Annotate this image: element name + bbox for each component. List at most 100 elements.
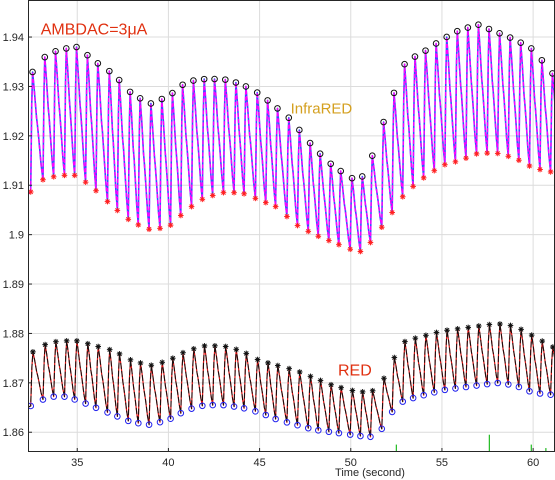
infrared-filtered-line xyxy=(28,24,555,253)
red-trough-marker xyxy=(430,389,438,396)
red-peak-marker xyxy=(528,332,535,338)
red-trough-marker xyxy=(82,400,89,407)
infrared-peak-marker xyxy=(253,89,261,96)
red-trough-marker xyxy=(124,417,132,425)
infrared-trough-marker xyxy=(410,183,416,190)
axis-ticks: 35 40 45 50 55 60 1.86 1.87 1.88 1.89 1.9 1.91 1.92 1… xyxy=(3,32,540,469)
red-peak-marker xyxy=(201,343,208,349)
infrared-peak-marker xyxy=(485,25,493,33)
red-peak-marker xyxy=(243,350,250,357)
red-peak-marker xyxy=(359,389,366,395)
infrared-trough-marker xyxy=(537,166,543,173)
annotation-ambdac: AMBDAC=3μA xyxy=(41,22,148,39)
infrared-peak-marker xyxy=(401,60,408,68)
red-peak-marker xyxy=(475,323,482,329)
red-peak-marker xyxy=(381,375,387,382)
red-peak-marker xyxy=(148,362,155,369)
red-trough-marker xyxy=(156,418,164,426)
infrared-trough-marker xyxy=(484,150,490,156)
infrared-peak-marker xyxy=(126,88,134,96)
red-trough-marker xyxy=(61,393,68,400)
x-tick-label: 60 xyxy=(527,457,539,469)
infrared-peak-marker xyxy=(296,126,303,134)
infrared-peak-marker xyxy=(242,83,250,90)
infrared-peak-marker xyxy=(306,139,314,147)
red-trough-marker xyxy=(409,394,417,402)
red-trough-marker xyxy=(145,421,153,428)
red-peak-marker xyxy=(349,387,356,394)
y-tick-label: 1.87 xyxy=(3,378,24,390)
red-trough-marker xyxy=(346,431,354,438)
red-peak-marker xyxy=(180,349,186,356)
infrared-peak-marker xyxy=(264,97,271,104)
infrared-peak-marker xyxy=(41,53,49,61)
infrared-trough-marker xyxy=(178,212,184,219)
infrared-trough-marker xyxy=(199,196,206,203)
infrared-peak-marker xyxy=(73,43,80,51)
y-tick-label: 1.9 xyxy=(9,230,24,242)
red-trough-marker xyxy=(50,393,58,400)
infrared-trough-marker xyxy=(241,190,247,197)
infrared-trough-marker xyxy=(357,248,364,255)
infrared-peak-marker xyxy=(358,173,366,180)
red-peak-marker xyxy=(423,332,429,339)
red-peak-marker xyxy=(85,340,91,347)
red-peak-marker xyxy=(412,335,419,341)
red-peak-marker xyxy=(465,324,471,331)
red-trough-marker xyxy=(388,408,396,416)
infrared-trough-marker xyxy=(252,195,259,202)
infrared-peak-marker xyxy=(52,47,59,55)
red-peak-marker xyxy=(254,356,261,363)
infrared-peak-marker xyxy=(211,75,218,83)
red-trough-marker xyxy=(315,427,322,434)
infrared-trough-marker xyxy=(220,189,227,196)
infrared-peak-marker xyxy=(538,56,546,64)
infrared-peak-marker xyxy=(106,67,113,75)
infrared-trough-marker xyxy=(494,150,501,157)
infrared-trough-marker xyxy=(399,193,406,200)
infrared-peak-marker xyxy=(274,105,281,112)
red-trough-marker xyxy=(357,432,364,440)
infrared-trough-marker xyxy=(442,161,448,168)
y-tick-label: 1.92 xyxy=(3,131,24,143)
red-peak-marker xyxy=(265,360,271,366)
y-tick-label: 1.88 xyxy=(3,328,24,340)
infrared-trough-marker xyxy=(157,225,163,232)
red-trough-marker xyxy=(177,409,185,417)
infrared-peak-marker xyxy=(453,27,461,35)
red-peak-marker xyxy=(95,343,102,350)
red-trough-marker xyxy=(252,408,259,415)
red-trough-marker xyxy=(294,421,301,429)
infrared-peak-marker xyxy=(411,53,419,60)
infrared-peak-marker xyxy=(422,47,429,54)
infrared-trough-marker xyxy=(463,155,469,161)
red-peak-marker xyxy=(63,338,70,344)
red-trough-marker xyxy=(240,404,248,412)
annotations: AMBDAC=3μA InfraRED RED xyxy=(41,22,372,380)
red-trough-marker xyxy=(262,411,270,419)
infrared-peak-marker xyxy=(232,79,240,86)
red-peak-marker xyxy=(275,362,281,369)
red-trough-marker xyxy=(399,398,407,405)
y-tick-label: 1.89 xyxy=(3,279,24,291)
red-peak-marker xyxy=(137,360,144,366)
infrared-peak-marker xyxy=(496,29,503,37)
infrared-peak-marker xyxy=(527,45,535,52)
red-peak-marker xyxy=(307,373,314,380)
infrared-peak-marker xyxy=(380,118,387,126)
red-peak-marker xyxy=(169,355,176,362)
infrared-trough-marker xyxy=(61,172,68,179)
x-tick-label: 50 xyxy=(345,457,357,469)
infrared-trough-marker xyxy=(547,169,554,175)
infrared-trough-marker xyxy=(167,222,174,228)
x-tick-label: 35 xyxy=(71,457,83,469)
infrared-peak-marker xyxy=(464,24,472,31)
infrared-peak-marker xyxy=(517,39,525,46)
red-peak-marker xyxy=(74,338,80,344)
infrared-peak-marker xyxy=(390,89,398,97)
infrared-trough-marker xyxy=(516,157,522,164)
red-trough-marker xyxy=(536,390,544,397)
red-peak-marker xyxy=(444,327,450,334)
infrared-trough-marker xyxy=(347,246,354,253)
